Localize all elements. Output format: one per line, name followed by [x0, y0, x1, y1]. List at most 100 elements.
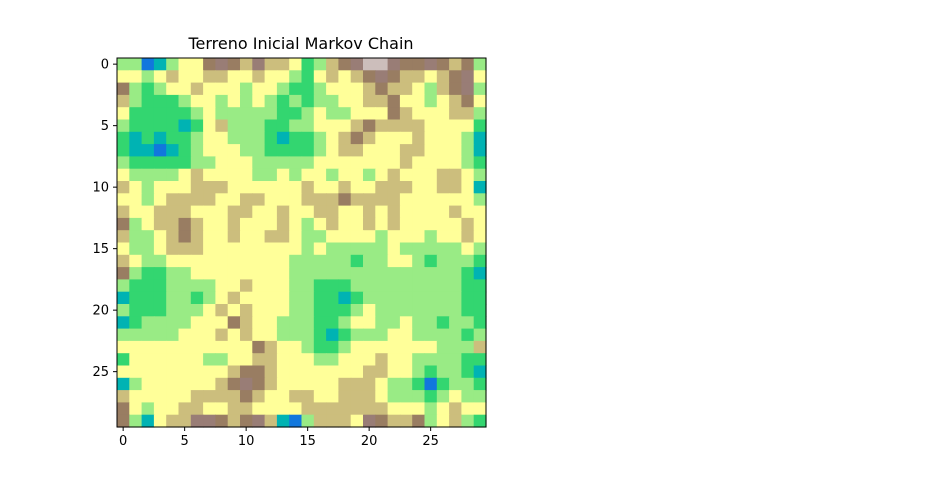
- heatmap-cell: [473, 402, 487, 416]
- heatmap-cell: [289, 217, 303, 231]
- heatmap-cell: [240, 316, 253, 330]
- heatmap-cell: [350, 365, 364, 379]
- heatmap-cell: [313, 144, 327, 157]
- heatmap-cell: [141, 390, 155, 403]
- heatmap-cell: [326, 365, 339, 379]
- heatmap-cell: [436, 58, 450, 71]
- heatmap-cell: [301, 402, 315, 416]
- heatmap-cell: [350, 107, 364, 121]
- heatmap-cell: [215, 291, 229, 305]
- heatmap-cell: [338, 365, 352, 379]
- heatmap-cell: [350, 168, 364, 182]
- heatmap-cell: [264, 402, 278, 416]
- heatmap-cell: [141, 402, 155, 416]
- heatmap-cell: [461, 414, 475, 428]
- heatmap-cell: [252, 181, 266, 194]
- heatmap-cell: [473, 193, 487, 207]
- heatmap-cell: [412, 316, 426, 330]
- heatmap-cell: [264, 304, 278, 317]
- heatmap-cell: [178, 365, 192, 379]
- heatmap-cell: [461, 156, 475, 170]
- heatmap-cell: [350, 254, 364, 268]
- heatmap-cell: [240, 267, 253, 280]
- heatmap-cell: [387, 254, 401, 268]
- heatmap-cell: [375, 353, 389, 367]
- heatmap-cell: [129, 328, 143, 342]
- heatmap-cell: [412, 107, 426, 121]
- heatmap-cell: [153, 279, 167, 293]
- heatmap-cell: [424, 254, 438, 268]
- heatmap-cell: [166, 414, 180, 428]
- heatmap-cell: [338, 353, 352, 367]
- heatmap-cell: [338, 414, 352, 428]
- heatmap-cell: [227, 254, 241, 268]
- heatmap-cell: [141, 156, 155, 170]
- heatmap-cell: [350, 156, 364, 170]
- heatmap-cell: [129, 144, 143, 157]
- heatmap-cell: [153, 254, 167, 268]
- heatmap-cell: [141, 205, 155, 219]
- heatmap-cell: [375, 156, 389, 170]
- heatmap-cell: [166, 242, 180, 256]
- heatmap-cell: [203, 377, 216, 391]
- heatmap-cell: [387, 205, 401, 219]
- heatmap-cell: [375, 316, 389, 330]
- heatmap-cell: [473, 230, 487, 244]
- heatmap-cell: [313, 328, 327, 342]
- heatmap-cell: [190, 107, 204, 121]
- heatmap-cell: [227, 217, 241, 231]
- heatmap-cell: [326, 144, 339, 157]
- heatmap-cell: [449, 82, 462, 96]
- heatmap-cell: [190, 279, 204, 293]
- heatmap-cell: [326, 353, 339, 367]
- heatmap-cell: [178, 340, 192, 354]
- heatmap-cell: [141, 230, 155, 244]
- heatmap-cell: [190, 402, 204, 416]
- heatmap-cell: [461, 377, 475, 391]
- heatmap-cell: [203, 390, 216, 403]
- heatmap-cell: [313, 131, 327, 145]
- heatmap-cell: [387, 168, 401, 182]
- heatmap-cell: [203, 168, 216, 182]
- heatmap-cell: [252, 291, 266, 305]
- heatmap-cell: [117, 144, 130, 157]
- heatmap-cell: [301, 230, 315, 244]
- heatmap-cell: [129, 267, 143, 280]
- heatmap-cell: [129, 58, 143, 71]
- heatmap-cell: [117, 119, 130, 133]
- heatmap-cell: [203, 82, 216, 96]
- heatmap-cell: [350, 181, 364, 194]
- heatmap-cell: [350, 58, 364, 71]
- heatmap-cell: [363, 230, 376, 244]
- heatmap-cell: [252, 365, 266, 379]
- heatmap-cell: [313, 353, 327, 367]
- heatmap-cell: [436, 340, 450, 354]
- heatmap-cell: [375, 70, 389, 84]
- heatmap-cell: [289, 353, 303, 367]
- heatmap-cell: [449, 181, 462, 194]
- heatmap-cell: [412, 131, 426, 145]
- heatmap-cell: [313, 94, 327, 108]
- heatmap-cell: [387, 144, 401, 157]
- heatmap-cell: [338, 58, 352, 71]
- heatmap-cell: [461, 230, 475, 244]
- heatmap-cell: [301, 353, 315, 367]
- heatmap-cell: [240, 340, 253, 354]
- heatmap-cell: [461, 353, 475, 367]
- heatmap-cell: [412, 402, 426, 416]
- heatmap-cell: [449, 377, 462, 391]
- heatmap-cell: [227, 267, 241, 280]
- heatmap-cell: [264, 144, 278, 157]
- heatmap-cell: [190, 316, 204, 330]
- heatmap-cell: [227, 304, 241, 317]
- heatmap-cell: [141, 107, 155, 121]
- heatmap-cell: [375, 181, 389, 194]
- heatmap-cell: [153, 181, 167, 194]
- heatmap-cell: [289, 131, 303, 145]
- heatmap-cell: [203, 119, 216, 133]
- heatmap-cell: [412, 414, 426, 428]
- heatmap-cell: [313, 254, 327, 268]
- heatmap-cell: [166, 119, 180, 133]
- heatmap-cell: [166, 156, 180, 170]
- heatmap-cell: [215, 131, 229, 145]
